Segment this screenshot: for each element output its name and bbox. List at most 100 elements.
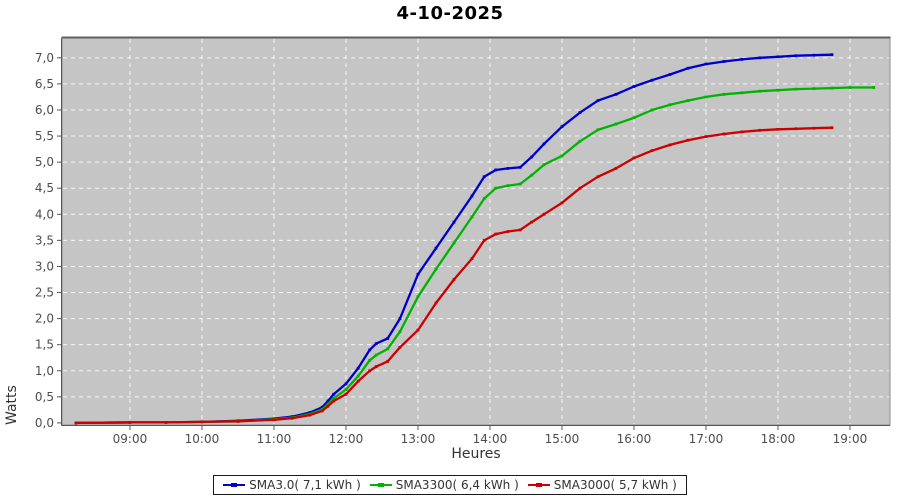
series-point-marker bbox=[776, 88, 780, 92]
series-point-marker bbox=[518, 165, 522, 169]
legend-box: SMA3.0( 7,1 kWh ) SMA3300( 6,4 kWh ) SMA… bbox=[213, 475, 687, 495]
series-point-marker bbox=[326, 402, 330, 406]
series-point-marker bbox=[740, 57, 744, 61]
series-point-marker bbox=[686, 66, 690, 70]
series-point-marker bbox=[686, 138, 690, 142]
series-point-marker bbox=[482, 197, 486, 201]
y-tick-label: 2,5 bbox=[35, 286, 54, 300]
series-point-marker bbox=[560, 201, 564, 205]
series-point-marker bbox=[758, 128, 762, 132]
series-point-marker bbox=[482, 238, 486, 242]
y-tick-label: 6,5 bbox=[35, 77, 54, 91]
series-point-marker bbox=[494, 186, 498, 190]
series-point-marker bbox=[578, 139, 582, 143]
legend: SMA3.0( 7,1 kWh ) SMA3300( 6,4 kWh ) SMA… bbox=[0, 475, 900, 495]
series-point-marker bbox=[290, 416, 294, 420]
series-point-marker bbox=[614, 166, 618, 170]
series-point-marker bbox=[356, 366, 360, 370]
series-point-marker bbox=[704, 62, 708, 66]
x-axis-title: Heures bbox=[451, 446, 501, 462]
series-point-marker bbox=[326, 404, 330, 408]
series-point-marker bbox=[434, 246, 438, 250]
series-point-marker bbox=[542, 163, 546, 167]
series-point-marker bbox=[320, 407, 324, 411]
series-point-marker bbox=[668, 103, 672, 107]
series-point-marker bbox=[812, 53, 816, 57]
series-point-marker bbox=[308, 411, 312, 414]
series-point-marker bbox=[650, 149, 654, 153]
series-point-marker bbox=[470, 194, 474, 198]
chart-title: 4-10-2025 bbox=[396, 3, 504, 24]
y-tick-label: 4,5 bbox=[35, 181, 54, 195]
series-point-marker bbox=[578, 186, 582, 190]
series-point-marker bbox=[344, 392, 348, 396]
series-point-marker bbox=[356, 374, 360, 378]
x-tick-label: 10:00 bbox=[185, 432, 220, 446]
series-point-marker bbox=[320, 409, 324, 413]
y-tick-label: 2,0 bbox=[35, 312, 54, 326]
series-point-marker bbox=[506, 230, 510, 233]
x-tick-label: 17:00 bbox=[689, 432, 724, 446]
series-point-marker bbox=[668, 73, 672, 76]
legend-label: SMA3.0( 7,1 kWh ) bbox=[249, 478, 361, 492]
series-point-marker bbox=[416, 295, 420, 299]
series-point-marker bbox=[560, 154, 564, 158]
legend-label: SMA3300( 6,4 kWh ) bbox=[395, 478, 519, 492]
line-marker bbox=[377, 482, 384, 487]
x-tick-label: 15:00 bbox=[545, 432, 580, 446]
series-point-marker bbox=[578, 111, 582, 114]
y-tick-label: 7,0 bbox=[35, 51, 54, 65]
series-point-marker bbox=[812, 87, 816, 90]
series-point-marker bbox=[776, 55, 780, 59]
series-point-marker bbox=[794, 127, 798, 131]
legend-line-swatch-green bbox=[369, 481, 392, 490]
series-point-marker bbox=[368, 369, 372, 373]
series-point-marker bbox=[332, 399, 336, 403]
line-marker bbox=[535, 482, 542, 487]
series-point-marker bbox=[848, 86, 852, 89]
series-point-marker bbox=[722, 132, 726, 136]
series-point-marker bbox=[830, 53, 834, 57]
legend-label: SMA3000( 5,7 kWh ) bbox=[553, 478, 677, 492]
series-point-marker bbox=[398, 330, 402, 334]
series-point-marker bbox=[386, 359, 390, 363]
series-point-marker bbox=[386, 347, 390, 351]
series-point-marker bbox=[632, 116, 636, 120]
series-point-marker bbox=[452, 241, 456, 245]
series-point-marker bbox=[344, 382, 348, 386]
series-point-marker bbox=[596, 128, 600, 132]
x-tick-label: 14:00 bbox=[473, 432, 508, 446]
series-point-marker bbox=[686, 99, 690, 102]
series-point-marker bbox=[356, 379, 360, 383]
legend-item-sma30: SMA3.0( 7,1 kWh ) bbox=[223, 478, 361, 492]
series-point-marker bbox=[320, 405, 324, 409]
series-point-marker bbox=[416, 328, 420, 332]
series-point-marker bbox=[416, 272, 420, 276]
series-point-marker bbox=[452, 278, 456, 281]
series-point-marker bbox=[530, 155, 534, 159]
series-point-marker bbox=[704, 95, 708, 99]
series-point-marker bbox=[542, 142, 546, 146]
series-point-marker bbox=[398, 345, 402, 349]
x-tick-label: 12:00 bbox=[329, 432, 364, 446]
series-point-marker bbox=[308, 413, 312, 417]
series-point-marker bbox=[830, 126, 834, 130]
series-point-marker bbox=[506, 166, 510, 170]
series-point-marker bbox=[722, 92, 726, 96]
series-point-marker bbox=[344, 388, 348, 391]
series-point-marker bbox=[434, 267, 438, 271]
series-point-marker bbox=[740, 91, 744, 95]
x-tick-label: 19:00 bbox=[833, 432, 868, 446]
series-point-marker bbox=[650, 78, 654, 82]
y-tick-label: 1,0 bbox=[35, 364, 54, 378]
series-point-marker bbox=[374, 342, 378, 346]
y-tick-label: 6,0 bbox=[35, 103, 54, 117]
series-point-marker bbox=[758, 89, 762, 93]
series-point-marker bbox=[452, 220, 456, 224]
series-point-marker bbox=[518, 228, 522, 232]
legend-line-swatch-blue bbox=[223, 481, 246, 490]
series-point-marker bbox=[272, 418, 276, 422]
series-point-marker bbox=[794, 54, 798, 58]
series-point-marker bbox=[632, 85, 636, 88]
series-point-marker bbox=[368, 358, 372, 362]
